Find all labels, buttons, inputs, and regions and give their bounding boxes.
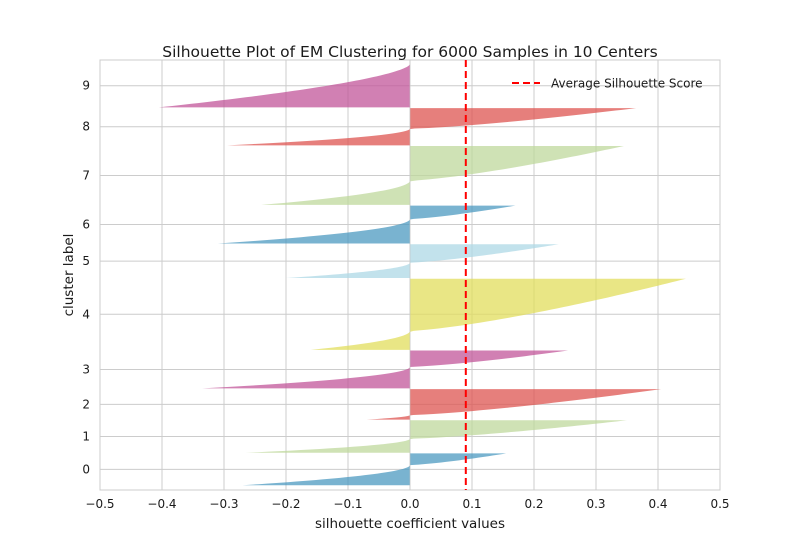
x-tick-label: 0.4	[648, 497, 667, 511]
y-tick-label-6: 6	[82, 218, 90, 232]
x-axis-label: silhouette coefficient values	[315, 516, 505, 532]
y-tick-label-7: 7	[82, 168, 90, 182]
silhouette-cluster-4	[310, 278, 686, 350]
x-tick-label: −0.2	[271, 497, 300, 511]
silhouette-cluster-8	[227, 108, 637, 146]
silhouette-cluster-3	[202, 350, 569, 389]
silhouette-cluster-9	[158, 64, 410, 108]
y-tick-label-5: 5	[82, 254, 90, 268]
x-tick-label: −0.1	[333, 497, 362, 511]
y-tick-label-9: 9	[82, 79, 90, 93]
silhouette-cluster-0	[242, 453, 507, 486]
silhouette-cluster-7	[261, 146, 624, 205]
y-tick-labels: 0 1 2 3 4 5 6 7 8 9	[82, 79, 90, 477]
x-tick-label: 0.2	[524, 497, 543, 511]
x-tick-label: −0.4	[147, 497, 176, 511]
legend-label-average: Average Silhouette Score	[551, 77, 703, 91]
x-tick-labels: −0.5 −0.4 −0.3 −0.2 −0.1 0.0 0.1 0.2 0.3 0.4 0.5	[85, 497, 729, 511]
chart-title: Silhouette Plot of EM Clustering for 600…	[162, 43, 657, 61]
silhouette-cluster-1	[245, 420, 627, 453]
x-tick-label: 0.1	[462, 497, 481, 511]
legend: Average Silhouette Score	[512, 77, 703, 91]
y-tick-label-4: 4	[82, 307, 90, 321]
y-tick-label-1: 1	[82, 430, 90, 444]
x-tick-label: −0.5	[85, 497, 114, 511]
x-tick-label: 0.3	[586, 497, 605, 511]
x-tick-label: 0.5	[710, 497, 729, 511]
x-tick-label: −0.3	[209, 497, 238, 511]
y-tick-label-3: 3	[82, 362, 90, 376]
silhouette-cluster-5	[286, 244, 559, 279]
y-tick-label-0: 0	[82, 462, 90, 476]
y-axis-label: cluster label	[61, 234, 77, 317]
y-tick-label-2: 2	[82, 397, 90, 411]
silhouette-cluster-2	[366, 389, 662, 420]
silhouette-areas	[158, 60, 686, 490]
silhouette-cluster-6	[217, 205, 516, 244]
y-tick-label-8: 8	[82, 120, 90, 134]
x-tick-label: 0.0	[400, 497, 419, 511]
